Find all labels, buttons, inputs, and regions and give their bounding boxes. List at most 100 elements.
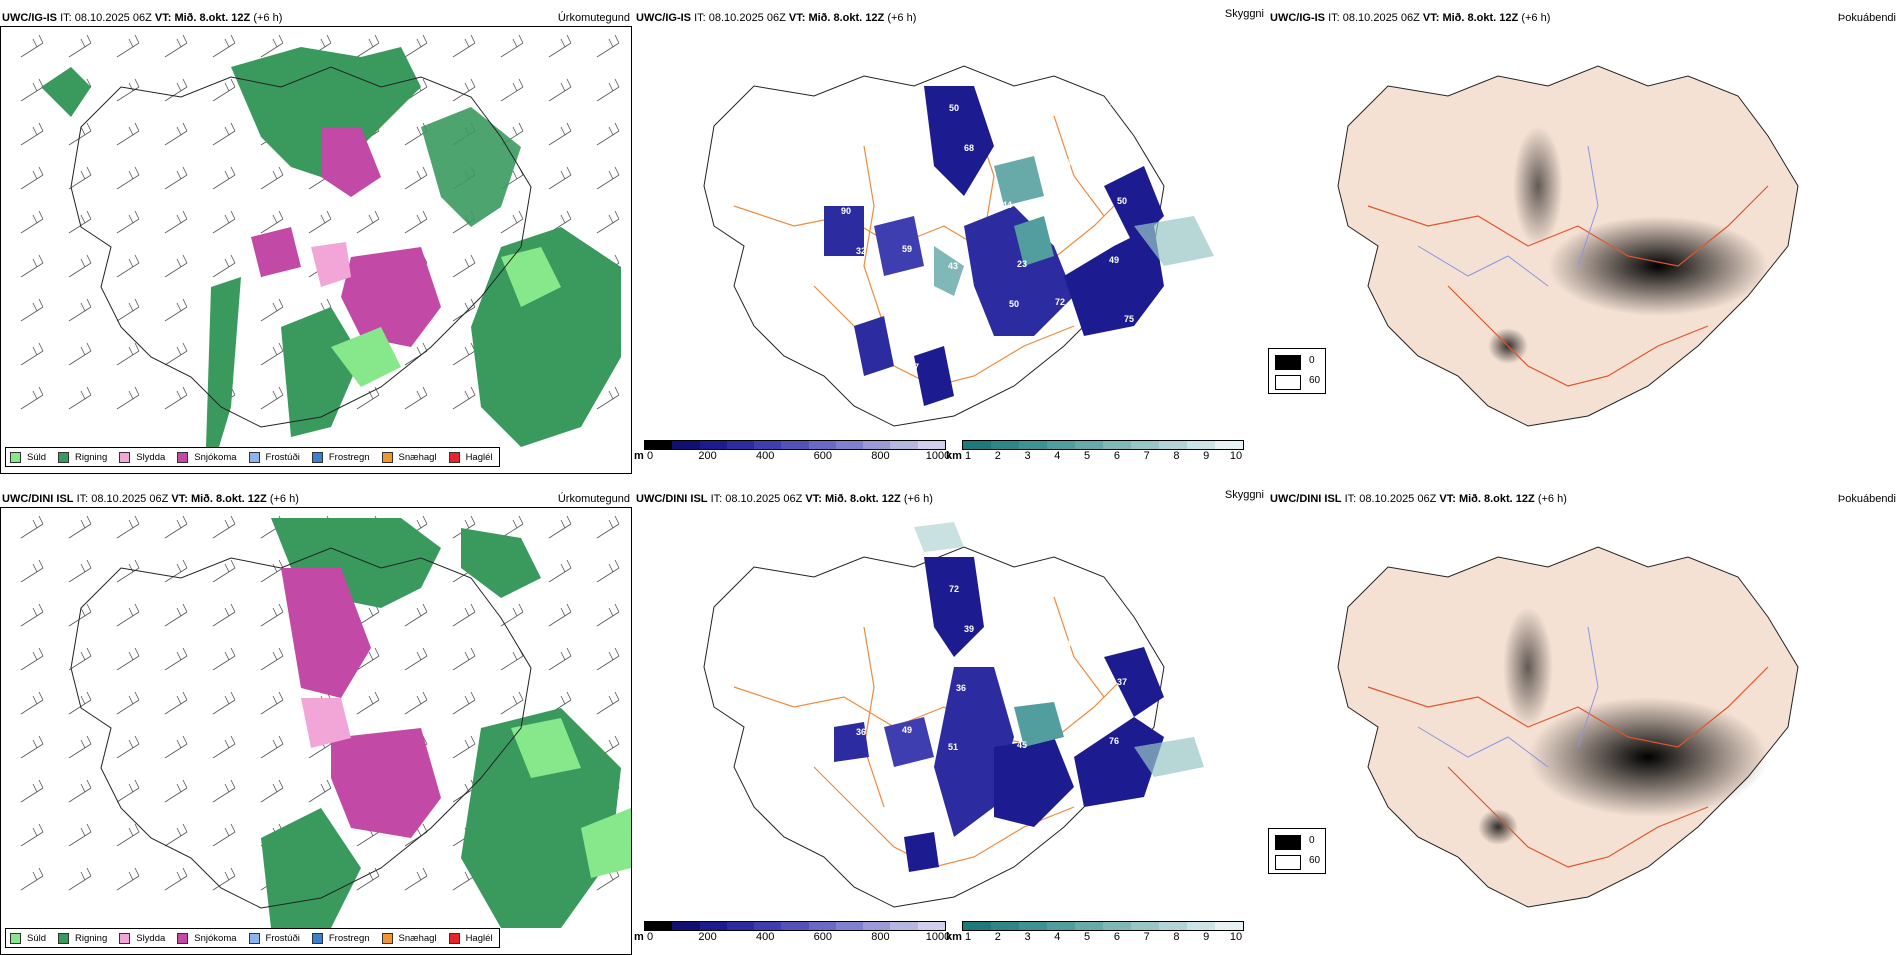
visibility-areas: [834, 522, 1204, 872]
colorbar-segment: [890, 922, 918, 930]
colorbar-unit: km: [946, 450, 962, 462]
map-frame: Súld Rigning Slydda Snjókoma Frostúði Frostre…: [0, 507, 632, 955]
wind-barb: [260, 210, 284, 234]
colorbar-tick-label: 1: [964, 450, 972, 462]
wind-barb: [356, 386, 380, 410]
colorbar-tick-label: 200: [698, 450, 717, 462]
wind-barb: [116, 823, 140, 847]
fog-legend-top: 0 60: [1268, 348, 1326, 394]
wind-barb: [212, 122, 236, 146]
cloud-base-value: 31: [841, 687, 851, 697]
colorbar-unit: m: [634, 450, 644, 462]
fog-title: Þokuábendi: [1837, 493, 1896, 505]
fog-swatch-dark: [1275, 355, 1301, 370]
colorbar-segment: [754, 922, 782, 930]
wind-barb: [596, 78, 620, 102]
colorbar-tick-label: 9: [1203, 931, 1210, 943]
cloud-base-value: 72: [1055, 297, 1065, 307]
precip-type-legend: Súld Rigning Slydda Snjókoma Frostúði Frostre…: [5, 447, 500, 467]
wind-barb: [452, 647, 476, 671]
wind-barb: [356, 34, 380, 58]
wind-barb: [500, 515, 524, 539]
wind-barb: [164, 691, 188, 715]
cloud-base-value: 124: [1056, 639, 1071, 649]
cloud-base-value: 62: [1125, 156, 1135, 166]
cloud-base-value: 37: [894, 303, 904, 313]
cloud-base-value: 52: [895, 626, 905, 636]
legend-item: Snjókoma: [177, 932, 237, 944]
wind-barb: [116, 122, 140, 146]
colorbar-strip: [962, 921, 1244, 931]
colorbar-segment: [1159, 922, 1187, 930]
model-name: UWC/IG-IS: [636, 12, 691, 24]
colorbar-segment: [1075, 922, 1103, 930]
lead-time: (+6 h): [1537, 493, 1567, 505]
colorbar-tick-label: 6: [1113, 931, 1120, 943]
it-label: IT:: [710, 493, 723, 505]
wind-barb: [20, 342, 44, 366]
colorbar-segment: [1019, 922, 1047, 930]
cloud-base-value: 50: [949, 103, 959, 113]
wind-barb: [20, 603, 44, 627]
cloud-base-value: 18: [910, 204, 920, 214]
wind-barb: [212, 559, 236, 583]
colorbar-segment: [991, 441, 1019, 449]
panel-header-top-right: UWC/IG-IS IT: 08.10.2025 06Z VT: Mið. 8.…: [1270, 12, 1550, 24]
wind-barb: [164, 823, 188, 847]
wind-barb: [68, 342, 92, 366]
cloud-base-value: 67: [903, 105, 913, 115]
colorbar-segment: [808, 922, 836, 930]
wind-barb: [164, 254, 188, 278]
colorbar-segment: [963, 441, 991, 449]
legend-swatch: [177, 932, 189, 944]
cloud-base-value: 67: [909, 362, 919, 372]
precip-areas: [261, 518, 631, 928]
wind-barb: [548, 122, 572, 146]
wind-barb: [500, 691, 524, 715]
wind-barb: [356, 210, 380, 234]
wind-barb: [164, 647, 188, 671]
vt-value: Mið. 8.okt. 12Z: [824, 493, 901, 505]
colorbar-segment: [754, 441, 782, 449]
fog-legend-dark-value: 0: [1309, 355, 1315, 366]
model-name: UWC/DINI ISL: [1270, 493, 1342, 505]
wind-barb: [116, 691, 140, 715]
colorbar-segment: [645, 922, 673, 930]
wind-barb: [404, 386, 428, 410]
wind-barb: [548, 647, 572, 671]
wind-barb: [164, 122, 188, 146]
colorbar-segment: [1187, 441, 1215, 449]
wind-barb: [164, 603, 188, 627]
wind-barb: [20, 254, 44, 278]
visibility-map: 59 59 72 75 64 90 75 52 39 170 124 51 31 205 36 44 33 37 3…: [703, 522, 1204, 908]
legend-item: Frostregn: [311, 451, 370, 463]
vt-label: VT:: [805, 493, 822, 505]
legend-item: Rigning: [58, 932, 107, 944]
road-network: [1367, 666, 1769, 868]
wind-barb: [116, 254, 140, 278]
cloud-base-value: 75: [1018, 582, 1028, 592]
wind-barb: [548, 559, 572, 583]
cloud-base-value: 205: [910, 685, 925, 695]
colorbar-segment: [917, 922, 945, 930]
fog-panel-top: UWC/IG-IS IT: 08.10.2025 06Z VT: Mið. 8.…: [1268, 12, 1900, 464]
vt-label: VT:: [1439, 493, 1456, 505]
iceland-coastline: [70, 66, 532, 428]
colorbar-segment: [963, 922, 991, 930]
wind-barb: [164, 342, 188, 366]
colorbar-segment: [835, 441, 864, 449]
wind-barb: [116, 779, 140, 803]
cloud-base-value-labels: 59 59 72 75 64 90 75 52 39 170 124 51 31 205 36 44 33 37 3…: [834, 569, 1135, 796]
wind-barb: [20, 691, 44, 715]
cloud-base-value: 39: [964, 624, 974, 634]
colorbar-tick-label: 600: [813, 931, 832, 943]
wind-barb: [452, 386, 476, 410]
wind-barb: [116, 603, 140, 627]
legend-swatch: [448, 451, 460, 463]
legend-item: Slydda: [119, 451, 165, 463]
legend-label: Snjókoma: [194, 451, 237, 463]
wind-barb: [452, 735, 476, 759]
colorbar-tick-label: 8: [1173, 450, 1180, 462]
precip-type-map: [20, 34, 621, 457]
legend-item: Súld: [10, 451, 46, 463]
